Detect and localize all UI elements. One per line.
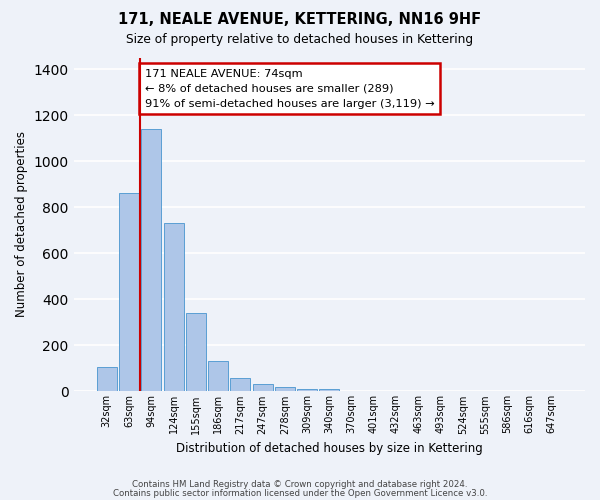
Bar (119, 194, 139, 392)
Bar (186, 313, 206, 392)
Bar (208, 362, 228, 392)
Bar (275, 387, 295, 392)
X-axis label: Distribution of detached houses by size in Kettering: Distribution of detached houses by size … (176, 442, 482, 455)
Bar (297, 389, 317, 392)
Bar (164, 224, 184, 392)
Bar (253, 384, 272, 392)
Bar (141, 129, 161, 392)
Text: 171, NEALE AVENUE, KETTERING, NN16 9HF: 171, NEALE AVENUE, KETTERING, NN16 9HF (118, 12, 482, 28)
Text: Contains HM Land Registry data © Crown copyright and database right 2024.: Contains HM Land Registry data © Crown c… (132, 480, 468, 489)
Bar (319, 389, 339, 392)
Y-axis label: Number of detached properties: Number of detached properties (15, 132, 28, 318)
Text: Contains public sector information licensed under the Open Government Licence v3: Contains public sector information licen… (113, 489, 487, 498)
Bar (230, 378, 250, 392)
Bar (97, 367, 117, 392)
Text: Size of property relative to detached houses in Kettering: Size of property relative to detached ho… (127, 32, 473, 46)
Text: 171 NEALE AVENUE: 74sqm
← 8% of detached houses are smaller (289)
91% of semi-de: 171 NEALE AVENUE: 74sqm ← 8% of detached… (145, 69, 435, 109)
